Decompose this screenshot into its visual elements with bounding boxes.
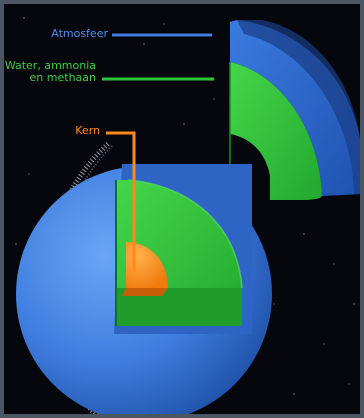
core — [126, 242, 168, 288]
planet-cutaway-diagram — [15, 17, 360, 414]
mantle-label: Water, ammonia en methaan — [4, 59, 96, 84]
core-leader-line — [106, 131, 136, 272]
core-label: Kern — [75, 124, 100, 137]
atmosphere-label: Atmosfeer — [51, 27, 108, 40]
planet — [16, 164, 272, 414]
